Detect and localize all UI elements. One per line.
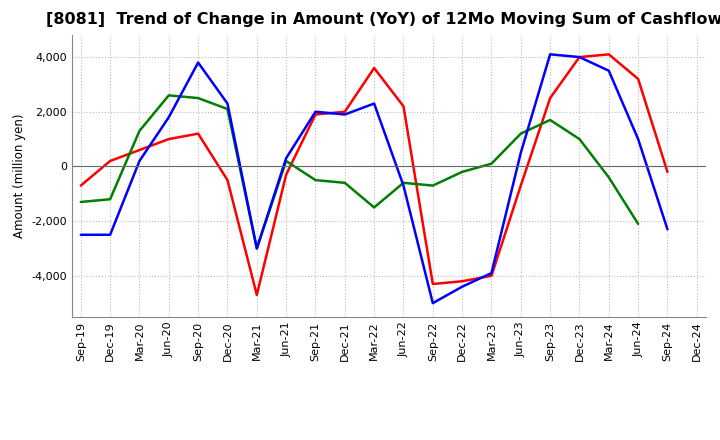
Investing Cashflow xyxy=(399,180,408,186)
Investing Cashflow xyxy=(546,117,554,123)
Line: Operating Cashflow: Operating Cashflow xyxy=(81,54,667,295)
Title: [8081]  Trend of Change in Amount (YoY) of 12Mo Moving Sum of Cashflows: [8081] Trend of Change in Amount (YoY) o… xyxy=(46,12,720,27)
Free Cashflow xyxy=(164,114,173,120)
Free Cashflow xyxy=(663,227,672,232)
Free Cashflow xyxy=(253,246,261,251)
Line: Investing Cashflow: Investing Cashflow xyxy=(81,95,638,249)
Free Cashflow xyxy=(399,183,408,188)
Operating Cashflow xyxy=(164,136,173,142)
Operating Cashflow xyxy=(223,177,232,183)
Operating Cashflow xyxy=(546,95,554,101)
Operating Cashflow xyxy=(428,281,437,286)
Investing Cashflow xyxy=(634,221,642,227)
Operating Cashflow xyxy=(370,66,379,71)
Operating Cashflow xyxy=(311,112,320,117)
Investing Cashflow xyxy=(575,136,584,142)
Investing Cashflow xyxy=(194,95,202,101)
Investing Cashflow xyxy=(341,180,349,186)
Investing Cashflow xyxy=(76,199,85,205)
Free Cashflow xyxy=(487,271,496,276)
Free Cashflow xyxy=(546,51,554,57)
Operating Cashflow xyxy=(634,76,642,81)
Line: Free Cashflow: Free Cashflow xyxy=(81,54,667,303)
Operating Cashflow xyxy=(663,169,672,175)
Investing Cashflow xyxy=(253,246,261,251)
Operating Cashflow xyxy=(575,55,584,60)
Operating Cashflow xyxy=(76,183,85,188)
Investing Cashflow xyxy=(135,128,144,133)
Operating Cashflow xyxy=(516,183,525,188)
Operating Cashflow xyxy=(135,147,144,153)
Investing Cashflow xyxy=(516,131,525,136)
Operating Cashflow xyxy=(341,109,349,114)
Investing Cashflow xyxy=(223,106,232,112)
Free Cashflow xyxy=(282,156,290,161)
Free Cashflow xyxy=(135,158,144,164)
Free Cashflow xyxy=(370,101,379,106)
Operating Cashflow xyxy=(399,104,408,109)
Investing Cashflow xyxy=(282,158,290,164)
Free Cashflow xyxy=(458,284,467,290)
Investing Cashflow xyxy=(487,161,496,166)
Investing Cashflow xyxy=(458,169,467,175)
Investing Cashflow xyxy=(428,183,437,188)
Free Cashflow xyxy=(194,60,202,65)
Free Cashflow xyxy=(428,301,437,306)
Free Cashflow xyxy=(605,68,613,73)
Operating Cashflow xyxy=(253,292,261,297)
Operating Cashflow xyxy=(605,51,613,57)
Free Cashflow xyxy=(341,112,349,117)
Free Cashflow xyxy=(516,150,525,155)
Investing Cashflow xyxy=(106,197,114,202)
Investing Cashflow xyxy=(370,205,379,210)
Operating Cashflow xyxy=(106,158,114,164)
Operating Cashflow xyxy=(282,172,290,177)
Operating Cashflow xyxy=(487,273,496,279)
Investing Cashflow xyxy=(164,93,173,98)
Free Cashflow xyxy=(106,232,114,238)
Investing Cashflow xyxy=(605,175,613,180)
Free Cashflow xyxy=(223,101,232,106)
Investing Cashflow xyxy=(311,177,320,183)
Y-axis label: Amount (million yen): Amount (million yen) xyxy=(13,114,26,238)
Operating Cashflow xyxy=(194,131,202,136)
Free Cashflow xyxy=(76,232,85,238)
Free Cashflow xyxy=(575,55,584,60)
Free Cashflow xyxy=(311,109,320,114)
Free Cashflow xyxy=(634,136,642,142)
Operating Cashflow xyxy=(458,279,467,284)
